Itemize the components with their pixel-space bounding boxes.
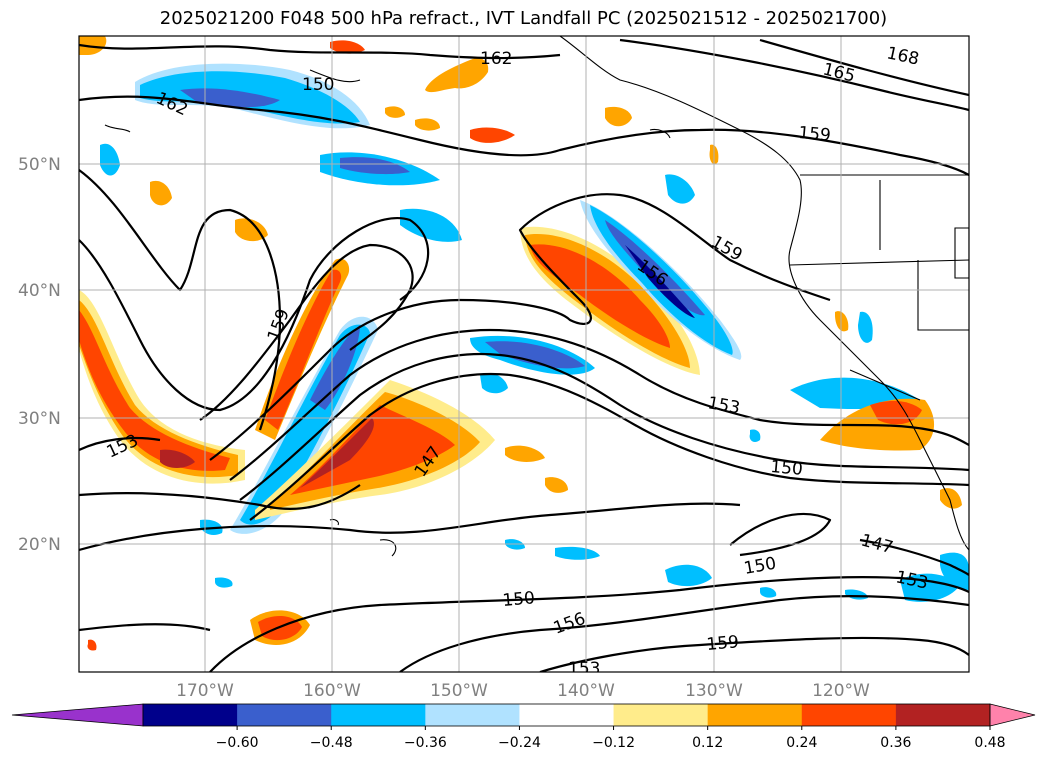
colorbar-tick-label: 0.24 [786,735,817,751]
contour-label: 159 [706,632,740,655]
colorbar-segment [707,704,803,726]
contour-label: 150 [502,588,536,611]
lat-label: 50°N [18,155,61,175]
colorbar-tick-label: −0.60 [216,735,259,751]
latitude-labels: 50°N 40°N 30°N 20°N [18,155,61,555]
lat-label: 40°N [18,281,61,301]
contour-label: 150 [770,457,804,480]
colorbar-segment [519,704,615,726]
colorbar-tick-label: −0.48 [310,735,353,751]
colorbar-segment [331,704,426,726]
colorbar-tick-label: −0.12 [592,735,635,751]
lon-label: 160°W [303,681,361,701]
colorbar-segment [895,704,991,726]
colorbar-border [142,703,991,727]
graticule [79,36,969,672]
plot-border [78,35,970,673]
contour-label: 153 [568,659,600,679]
map-title: 2025021200 F048 500 hPa refract., IVT La… [159,8,888,29]
contour-label: 159 [798,123,832,146]
lon-label: 130°W [685,681,743,701]
lon-label: 170°W [176,681,234,701]
colorbar-tick-label: −0.24 [498,735,541,751]
colorbar-segment [237,704,332,726]
colorbar-extend-max [989,703,1036,727]
colorbar-extend-min [11,703,144,727]
colorbar-tick-label: −0.36 [404,735,447,751]
colorbar: −0.60 −0.48 −0.36 −0.24 −0.12 0.12 0.24 0.36 0.4… [11,703,1036,751]
lon-label: 150°W [430,681,488,701]
lat-label: 30°N [18,409,61,429]
colorbar-segment [425,704,520,726]
contour-label: 150 [302,75,334,95]
colorbar-tick-label: 0.12 [692,735,723,751]
lat-label: 20°N [18,535,61,555]
colorbar-segment [613,704,709,726]
geopotential-contours [79,38,969,672]
colorbar-tick-label: 0.48 [974,735,1005,751]
contour-label: 162 [480,49,512,69]
colorbar-segment [143,704,238,726]
colorbar-tick-label: 0.36 [880,735,911,751]
lon-label: 120°W [812,681,870,701]
lon-label: 140°W [557,681,615,701]
longitude-labels: 170°W 160°W 150°W 140°W 130°W 120°W [176,681,870,701]
colorbar-segment [801,704,897,726]
